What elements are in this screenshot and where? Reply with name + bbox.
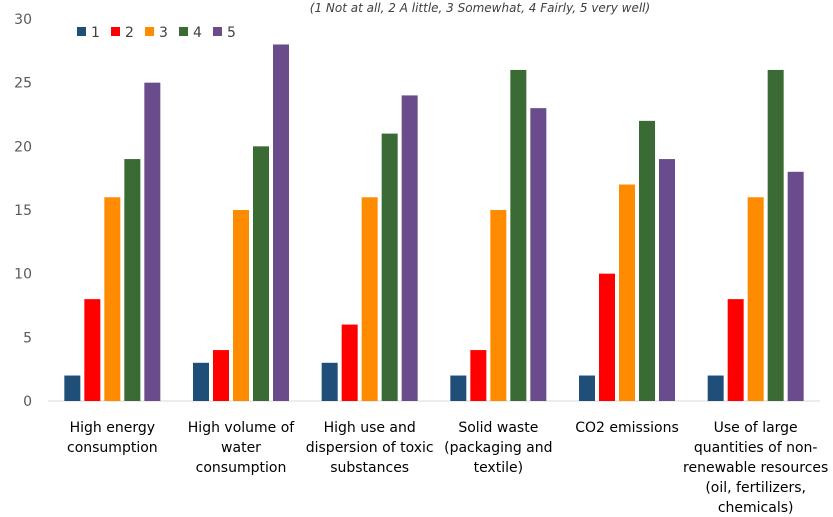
x-category-label: Solid waste (458, 420, 538, 436)
y-tick-label: 0 (23, 394, 32, 410)
x-category-label: consumption (196, 460, 287, 476)
bar-series-5-cat-6 (787, 171, 804, 401)
x-category-label: High use and (324, 420, 416, 436)
bar-series-1-cat-1 (64, 375, 81, 401)
bar-series-4-cat-2 (253, 146, 269, 401)
x-category-label: Use of large (714, 420, 798, 436)
bar-series-3-cat-5 (619, 184, 635, 401)
x-category-label: textile) (474, 460, 524, 476)
bar-series-3-cat-4 (490, 210, 507, 401)
x-category-label: High energy (70, 420, 155, 436)
y-tick-label: 15 (14, 203, 32, 219)
legend-label-3: 3 (159, 25, 168, 41)
x-category-label: High volume of (188, 420, 296, 436)
x-category-label: dispersion of toxic (306, 440, 434, 456)
x-category-label: water (221, 440, 261, 456)
x-category-label: substances (330, 460, 409, 476)
bar-series-1-cat-3 (321, 362, 338, 401)
y-tick-label: 5 (23, 330, 32, 346)
legend-swatch-5 (213, 27, 222, 36)
bar-series-3-cat-3 (361, 197, 378, 401)
x-category-label: quantities of non- (694, 440, 818, 456)
bar-series-4-cat-6 (767, 69, 784, 401)
bar-series-2-cat-5 (599, 273, 615, 401)
bar-series-5-cat-4 (530, 108, 547, 401)
bars (64, 44, 804, 402)
bar-series-2-cat-4 (470, 350, 487, 401)
legend-label-1: 1 (91, 25, 100, 41)
legend-swatch-2 (111, 27, 120, 36)
bar-series-2-cat-2 (213, 350, 229, 401)
bar-series-4-cat-5 (639, 120, 655, 401)
y-tick-label: 10 (14, 267, 32, 283)
bar-series-1-cat-6 (707, 375, 724, 401)
bar-series-2-cat-3 (341, 324, 358, 401)
bar-series-3-cat-1 (104, 197, 121, 401)
x-category-label: CO2 emissions (575, 420, 679, 436)
bar-series-3-cat-2 (233, 210, 249, 401)
legend-label-5: 5 (227, 25, 236, 41)
bar-series-2-cat-1 (84, 299, 101, 401)
bar-series-1-cat-2 (193, 362, 209, 401)
x-category-label: chemicals) (718, 500, 794, 516)
x-category-label: (oil, fertilizers, (705, 480, 806, 496)
bar-series-1-cat-5 (579, 375, 595, 401)
x-category-label: (packaging and (444, 440, 552, 456)
bar-series-1-cat-4 (450, 375, 467, 401)
legend: 1 2 3 4 5 (77, 25, 236, 41)
legend-swatch-1 (77, 27, 86, 36)
bar-series-4-cat-3 (381, 133, 398, 401)
bar-series-5-cat-5 (659, 159, 675, 401)
bar-series-5-cat-2 (273, 44, 289, 401)
bar-series-4-cat-1 (124, 159, 141, 401)
y-tick-label: 25 (14, 76, 32, 92)
chart-subtitle: (1 Not at all, 2 A little, 3 Somewhat, 4… (310, 1, 650, 15)
legend-swatch-4 (179, 27, 188, 36)
bar-series-3-cat-6 (747, 197, 764, 401)
bar-series-4-cat-4 (510, 69, 527, 401)
bar-series-5-cat-1 (144, 82, 161, 402)
bar-series-5-cat-3 (401, 95, 418, 402)
legend-swatch-3 (145, 27, 154, 36)
x-category-label: renewable resources (683, 460, 828, 476)
x-axis-labels: High energy consumption High volume of wate… (67, 420, 828, 516)
x-category-label: consumption (67, 440, 158, 456)
legend-label-4: 4 (193, 25, 202, 41)
y-axis: 0 5 10 15 20 25 30 (14, 12, 32, 410)
legend-label-2: 2 (125, 25, 134, 41)
y-tick-label: 30 (14, 12, 32, 28)
bar-series-2-cat-6 (727, 299, 744, 401)
y-tick-label: 20 (14, 139, 32, 155)
